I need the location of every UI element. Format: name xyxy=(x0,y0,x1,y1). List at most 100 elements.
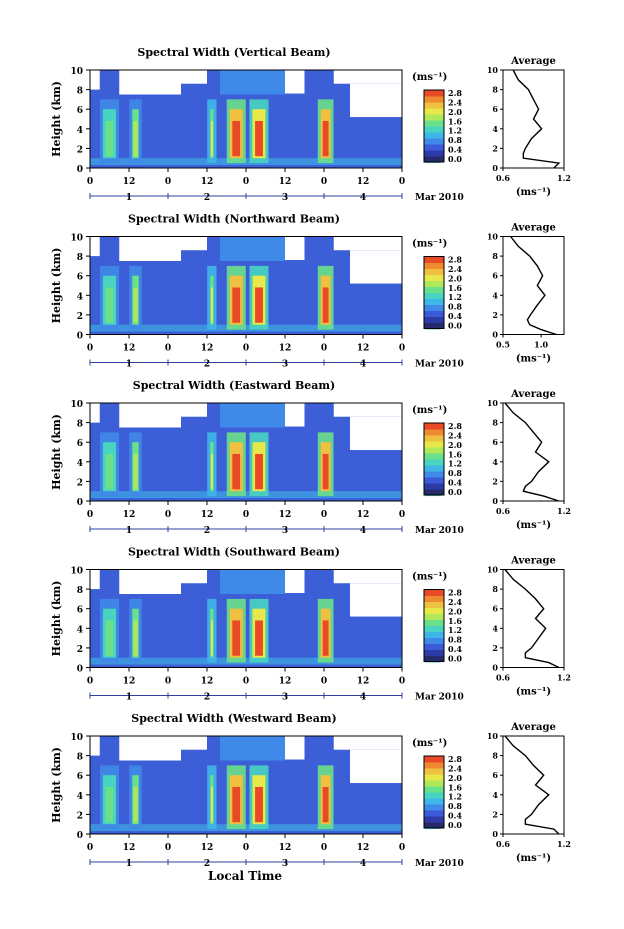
no-data-region xyxy=(174,569,207,584)
y-tick-label: 6 xyxy=(77,606,83,616)
x-tick-label: 12 xyxy=(357,677,370,687)
x-tick-label: 0 xyxy=(321,177,327,187)
y-tick-label: 10 xyxy=(70,234,83,244)
colorbar-tick-label: 2.4 xyxy=(448,597,462,607)
average-y-tick-label: 10 xyxy=(487,565,499,575)
colorbar-tick-label: 0.4 xyxy=(448,478,462,488)
colorbar-segment xyxy=(424,625,444,632)
y-tick-label: 2 xyxy=(77,645,83,655)
x-tick-label: 12 xyxy=(357,510,370,520)
colorbar-segment xyxy=(424,655,444,662)
upper-band xyxy=(220,70,285,95)
colorbar-segment xyxy=(424,613,444,620)
average-y-tick-label: 10 xyxy=(487,398,499,408)
average-y-tick-label: 10 xyxy=(487,232,499,242)
feature-core xyxy=(210,120,213,157)
panel-title: Spectral Width (Northward Beam) xyxy=(128,213,340,226)
panel-title: Spectral Width (Westward Beam) xyxy=(131,712,336,725)
average-x-tick-label: 1.2 xyxy=(557,173,571,183)
x-tick-label: 12 xyxy=(279,177,292,187)
average-x-tick-label: 0.6 xyxy=(496,173,510,183)
no-data-region xyxy=(350,83,402,118)
colorbar-segment xyxy=(424,126,444,133)
y-tick-label: 8 xyxy=(77,753,83,763)
average-frame xyxy=(502,236,565,335)
x-tick-label: 0 xyxy=(87,177,93,187)
no-data-region xyxy=(350,583,402,617)
x-tick-label: 0 xyxy=(165,177,171,187)
x-tick-label: 0 xyxy=(165,843,171,853)
x-tick-label: 0 xyxy=(243,677,249,687)
colorbar-segment xyxy=(424,483,444,490)
date-label: 1 xyxy=(126,360,132,370)
x-tick-label: 0 xyxy=(165,344,171,354)
average-y-tick-label: 2 xyxy=(492,476,498,486)
panel-3: Spectral Width (Southward Beam) Height (k… xyxy=(50,546,571,703)
panel-title: Spectral Width (Eastward Beam) xyxy=(133,379,335,392)
colorbar-segment xyxy=(424,465,444,472)
colorbar-segment xyxy=(424,268,444,275)
colorbar-segment xyxy=(424,643,444,650)
y-tick-label: 10 xyxy=(70,400,83,410)
colorbar-segment xyxy=(424,780,444,787)
date-label: 4 xyxy=(360,859,366,869)
surface-layer xyxy=(90,657,402,665)
colorbar-segment xyxy=(424,322,444,329)
colorbar-segment xyxy=(424,471,444,478)
x-tick-label: 12 xyxy=(201,344,214,354)
colorbar-segment xyxy=(424,292,444,299)
average-profile-line xyxy=(504,402,560,502)
colorbar-tick-label: 2.4 xyxy=(448,264,462,274)
colorbar-segment xyxy=(424,589,444,596)
feature-core xyxy=(105,453,114,490)
date-label: 3 xyxy=(282,360,288,370)
average-title: Average xyxy=(510,56,556,67)
colorbar-segment xyxy=(424,90,444,97)
feature-core xyxy=(255,453,263,490)
surface-layer xyxy=(90,491,402,499)
x-tick-label: 0 xyxy=(399,843,405,853)
x-tick-label: 0 xyxy=(399,677,405,687)
y-tick-label: 2 xyxy=(77,811,83,821)
surface-layer xyxy=(90,824,402,832)
y-tick-label: 4 xyxy=(77,292,83,302)
no-data-region xyxy=(119,403,181,428)
date-label: 3 xyxy=(282,859,288,869)
colorbar-tick-label: 2.8 xyxy=(448,754,462,764)
colorbar-tick-label: 0.0 xyxy=(448,321,462,331)
y-tick-label: 10 xyxy=(70,67,83,77)
x-tick-label: 12 xyxy=(357,344,370,354)
colorbar-segment xyxy=(424,619,444,626)
colorbar-segment xyxy=(424,429,444,436)
average-x-tick-label: 1.0 xyxy=(534,340,548,350)
average-y-tick-label: 2 xyxy=(492,643,498,653)
surface-layer xyxy=(90,158,402,166)
colorbar-segment xyxy=(424,150,444,157)
colorbar-tick-label: 0.8 xyxy=(448,801,462,811)
colorbar-segment xyxy=(424,822,444,829)
average-y-tick-label: 2 xyxy=(492,143,498,153)
colorbar-unit-label: (ms⁻¹) xyxy=(412,72,447,83)
colorbar-tick-label: 2.4 xyxy=(448,97,462,107)
feature-core xyxy=(133,120,138,157)
colorbar-tick-label: 2.0 xyxy=(448,107,462,117)
colorbar-tick-label: 2.0 xyxy=(448,773,462,783)
panel-0: Spectral Width (Vertical Beam) Height (km… xyxy=(50,46,571,203)
average-y-tick-label: 0 xyxy=(492,829,498,839)
x-tick-label: 0 xyxy=(243,177,249,187)
date-label: 2 xyxy=(204,526,210,536)
no-data-region xyxy=(90,236,100,257)
date-label: 1 xyxy=(126,193,132,203)
x-tick-label: 0 xyxy=(399,177,405,187)
x-tick-label: 12 xyxy=(357,843,370,853)
x-tick-label: 12 xyxy=(279,344,292,354)
colorbar-tick-label: 2.8 xyxy=(448,421,462,431)
local-time-axis-label: Local Time xyxy=(208,869,282,883)
average-x-tick-label: 1.2 xyxy=(557,506,571,516)
colorbar-frame xyxy=(423,256,445,329)
feature-core xyxy=(322,786,329,823)
average-x-label: (ms⁻¹) xyxy=(516,687,551,698)
y-tick-label: 2 xyxy=(77,145,83,155)
average-y-tick-label: 8 xyxy=(492,85,498,95)
